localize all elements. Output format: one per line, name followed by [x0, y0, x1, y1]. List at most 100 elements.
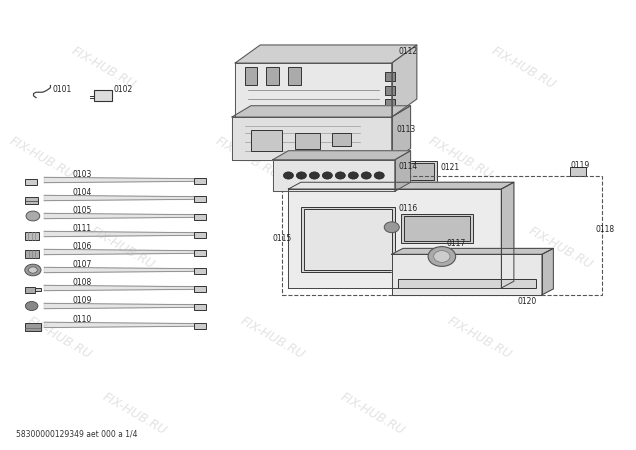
Bar: [195, 250, 206, 256]
Polygon shape: [235, 45, 417, 63]
Bar: [25, 287, 35, 292]
Text: 0117: 0117: [447, 238, 466, 248]
Bar: [385, 72, 395, 81]
Bar: [301, 207, 395, 272]
Bar: [266, 67, 279, 85]
Polygon shape: [273, 151, 411, 160]
Circle shape: [384, 222, 399, 233]
Bar: [401, 163, 434, 180]
Text: FIX-HUB.RU: FIX-HUB.RU: [69, 44, 138, 91]
Bar: [294, 133, 320, 148]
Polygon shape: [235, 63, 392, 117]
Bar: [195, 232, 206, 238]
Bar: [304, 209, 392, 270]
Polygon shape: [395, 151, 411, 191]
Bar: [195, 268, 206, 274]
Text: 0116: 0116: [398, 204, 417, 213]
Text: FIX-HUB.RU: FIX-HUB.RU: [88, 224, 157, 271]
Polygon shape: [392, 254, 542, 295]
Polygon shape: [44, 267, 195, 273]
Text: FIX-HUB.RU: FIX-HUB.RU: [213, 134, 282, 181]
Circle shape: [284, 172, 293, 179]
Circle shape: [349, 172, 358, 179]
Polygon shape: [392, 248, 553, 254]
Text: 0109: 0109: [72, 296, 92, 305]
Circle shape: [434, 251, 450, 262]
Text: 0101: 0101: [52, 86, 72, 94]
Circle shape: [25, 264, 41, 276]
Polygon shape: [392, 45, 417, 117]
Circle shape: [335, 172, 345, 179]
Circle shape: [296, 172, 307, 179]
Polygon shape: [232, 106, 411, 117]
Text: FIX-HUB.RU: FIX-HUB.RU: [100, 391, 169, 437]
Bar: [195, 214, 206, 220]
Text: 0120: 0120: [517, 297, 536, 306]
Circle shape: [428, 247, 455, 266]
Bar: [332, 133, 351, 146]
Bar: [282, 176, 602, 295]
Text: 0106: 0106: [72, 242, 92, 251]
Text: FIX-HUB.RU: FIX-HUB.RU: [289, 44, 357, 91]
Text: 0121: 0121: [441, 162, 460, 171]
Polygon shape: [232, 117, 392, 160]
Bar: [398, 279, 536, 288]
Text: FIX-HUB.RU: FIX-HUB.RU: [320, 224, 389, 271]
Text: 0105: 0105: [72, 206, 92, 215]
Text: 0110: 0110: [72, 315, 92, 324]
Text: FIX-HUB.RU: FIX-HUB.RU: [338, 391, 407, 437]
Bar: [25, 232, 39, 240]
Polygon shape: [273, 160, 395, 191]
Bar: [195, 286, 206, 292]
Circle shape: [29, 267, 38, 273]
Text: FIX-HUB.RU: FIX-HUB.RU: [426, 134, 495, 181]
Polygon shape: [44, 177, 195, 183]
Bar: [397, 161, 438, 182]
Polygon shape: [44, 231, 195, 237]
Bar: [25, 323, 41, 331]
Polygon shape: [288, 182, 514, 189]
Text: 0113: 0113: [397, 125, 416, 134]
Polygon shape: [44, 195, 195, 201]
Circle shape: [25, 302, 38, 310]
Polygon shape: [44, 303, 195, 309]
Text: 0103: 0103: [72, 170, 92, 179]
Polygon shape: [542, 248, 553, 295]
Circle shape: [322, 172, 333, 179]
Bar: [404, 216, 470, 241]
Text: FIX-HUB.RU: FIX-HUB.RU: [489, 44, 558, 91]
Text: FIX-HUB.RU: FIX-HUB.RU: [238, 314, 307, 361]
Text: 58300000129349 aet 000 a 1/4: 58300000129349 aet 000 a 1/4: [16, 430, 137, 439]
Bar: [251, 130, 282, 151]
Text: 0102: 0102: [113, 86, 132, 94]
Bar: [25, 179, 37, 185]
Bar: [94, 90, 112, 101]
Circle shape: [361, 172, 371, 179]
Bar: [195, 323, 206, 328]
Bar: [25, 197, 38, 204]
Circle shape: [374, 172, 384, 179]
Polygon shape: [392, 106, 411, 160]
Polygon shape: [44, 285, 195, 291]
Bar: [195, 304, 206, 310]
Text: 0108: 0108: [72, 278, 92, 287]
Text: 0114: 0114: [398, 162, 417, 171]
Bar: [570, 167, 586, 176]
Bar: [195, 196, 206, 202]
Text: 0104: 0104: [72, 188, 92, 197]
Bar: [245, 67, 257, 85]
Polygon shape: [288, 189, 501, 288]
Circle shape: [309, 172, 319, 179]
Text: 0112: 0112: [398, 47, 417, 56]
Text: 0111: 0111: [73, 224, 92, 233]
Text: FIX-HUB.RU: FIX-HUB.RU: [527, 224, 595, 271]
Circle shape: [26, 211, 40, 221]
Bar: [401, 214, 473, 243]
Polygon shape: [501, 182, 514, 288]
Text: FIX-HUB.RU: FIX-HUB.RU: [445, 314, 514, 361]
Bar: [195, 178, 206, 184]
Text: 0107: 0107: [72, 260, 92, 269]
Text: FIX-HUB.RU: FIX-HUB.RU: [25, 314, 94, 361]
Polygon shape: [44, 322, 195, 328]
Text: 0119: 0119: [570, 161, 590, 170]
